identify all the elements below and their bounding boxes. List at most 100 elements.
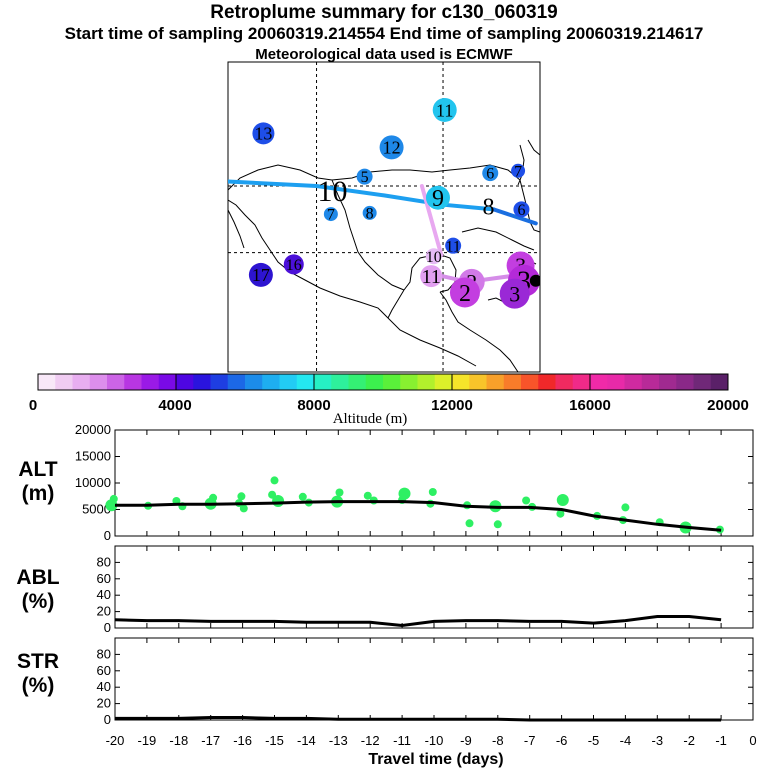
colorbar-tick-label: 8000: [297, 397, 330, 414]
plot-title: Retroplume summary for c130_060319: [210, 2, 558, 23]
trajectory-marker: [529, 274, 540, 287]
x-tick-label: -14: [297, 733, 316, 748]
x-tick-label: -1: [715, 733, 727, 748]
colorbar-cell: [38, 374, 56, 390]
trajectory-marker: [449, 277, 480, 308]
trajectory-marker: [425, 185, 450, 210]
str-label: STR: [17, 650, 59, 673]
map-frame: [227, 61, 541, 373]
altitude-scatter-point: [335, 488, 344, 497]
x-tick-label: -19: [138, 733, 157, 748]
trajectory-marker-label: 8: [366, 206, 374, 223]
x-tick-label: -2: [683, 733, 695, 748]
y-tick-label: 80: [97, 554, 111, 569]
altitude-scatter-point: [556, 509, 565, 518]
y-tick-label: 40: [97, 587, 111, 602]
alt-unit: (m): [22, 482, 55, 505]
x-tick-label: -7: [524, 733, 536, 748]
series-line-str: [115, 716, 722, 722]
altitude-scatter-point: [398, 487, 411, 500]
y-tick-label: 15000: [75, 449, 111, 464]
colorbar-cell: [210, 374, 229, 390]
map-gridlines: [228, 62, 540, 372]
y-tick-label: 0: [104, 620, 111, 635]
x-tick-label: -6: [556, 733, 568, 748]
trajectory-marker-label: 10: [318, 175, 348, 208]
colorbar-cell: [158, 374, 177, 390]
colorbar-tick-label: 12000: [431, 397, 473, 414]
colorbar-cell: [693, 374, 712, 390]
colorbar-cell: [607, 374, 625, 390]
panel-frame: [114, 637, 754, 721]
altitude-scatter-point: [493, 520, 502, 529]
trajectory-marker: [420, 265, 443, 288]
trajectory-marker-label: 11: [445, 238, 460, 255]
trajectory-marker-label: 2: [459, 281, 471, 307]
colorbar-cell: [55, 374, 73, 390]
colorbar-cell: [245, 374, 263, 390]
x-tick-label: -13: [329, 733, 348, 748]
trajectory-marker-label: 13: [254, 124, 272, 144]
colorbar-cell: [538, 374, 556, 390]
trajectory-marker-label: 8: [483, 194, 495, 220]
altitude-scatter-point: [363, 491, 372, 500]
trajectory-marker: [432, 97, 457, 122]
altitude-scatter-point: [268, 490, 277, 499]
colorbar-cell: [296, 374, 315, 390]
altitude-scatter-point: [239, 504, 248, 513]
trajectory-marker-label: 6: [486, 166, 494, 183]
colorbar-cell: [348, 374, 367, 390]
colorbar-cell: [503, 374, 522, 390]
y-tick-label: 20: [97, 604, 111, 619]
colorbar-tick-label: 16000: [569, 397, 611, 414]
colorbar-cell: [641, 374, 660, 390]
colorbar-cell: [486, 374, 505, 390]
trajectory-map: 13111256710987861110161711323235: [227, 61, 541, 373]
trajectory-marker-label: 3: [509, 281, 520, 306]
y-tick-label: 20: [97, 696, 111, 711]
x-tick-label: -20: [106, 733, 125, 748]
altitude-scatter-point: [237, 492, 246, 501]
altitude-scatter-point: [109, 494, 118, 503]
y-tick-label: 40: [97, 679, 111, 694]
x-tick-label: -9: [460, 733, 472, 748]
x-tick-label: -11: [393, 733, 411, 748]
abl-label: ABL: [16, 566, 59, 589]
x-axis-label: Travel time (days): [368, 751, 503, 768]
colorbar-cell: [659, 374, 677, 390]
y-tick-label: 0: [104, 528, 111, 543]
colorbar-cell: [624, 374, 643, 390]
series-line-abl: [114, 615, 722, 628]
trajectory-marker: [323, 207, 338, 222]
trajectory-marker-label: 12: [383, 138, 401, 158]
colorbar-cell: [400, 374, 418, 390]
str-unit: (%): [22, 674, 55, 697]
colorbar-cell: [176, 374, 194, 390]
trajectory-marker-label: 7: [514, 163, 522, 180]
trajectory-marker-label: 17: [252, 265, 270, 285]
trajectory-markers: 13111256710987861110161711323235: [248, 97, 540, 309]
colorbar-cell: [365, 374, 384, 390]
altitude-scatter-point: [209, 493, 218, 502]
colorbar-cell: [572, 374, 591, 390]
trajectory-marker: [445, 237, 462, 254]
colorbar-cell: [710, 374, 729, 390]
colorbar-cell: [314, 374, 332, 390]
colorbar-tick-label: 0: [29, 397, 37, 414]
trajectory-marker-label: 7: [327, 207, 335, 224]
path-blue-end: [491, 207, 538, 226]
colorbar-cell: [89, 374, 108, 390]
altitude-colorbar: 0 4000 8000 12000 16000 20000 Altitude (m): [29, 373, 749, 427]
y-tick-label: 60: [97, 571, 111, 586]
trajectory-marker-label: 5: [532, 275, 539, 290]
x-axis: -20 -19 -18 -17 -16 -15 -14 -13 -12 -11 -10 -9 -8 -7-…: [106, 733, 757, 748]
x-tick-label: -15: [265, 733, 284, 748]
trajectory-marker: [362, 205, 377, 220]
colorbar-cell: [417, 374, 436, 390]
colorbar-cell: [141, 374, 160, 390]
colorbar-cell: [331, 374, 349, 390]
altitude-scatter-point: [428, 488, 437, 496]
series-line-alt: [115, 500, 722, 532]
trajectory-marker-label: 5: [361, 169, 369, 186]
